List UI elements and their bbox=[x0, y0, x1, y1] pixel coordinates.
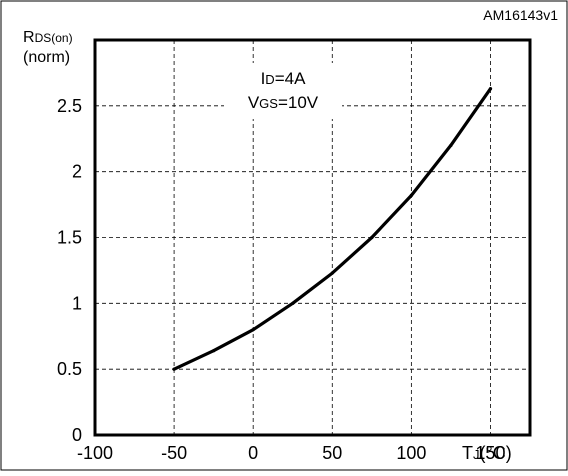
data-point bbox=[449, 143, 453, 147]
x-tick-label: 0 bbox=[248, 443, 258, 463]
y-tick-label: 1.5 bbox=[57, 228, 82, 248]
annotation-current: ID=4A bbox=[261, 69, 307, 88]
y-tick-label: 1 bbox=[72, 293, 82, 313]
data-point bbox=[251, 328, 255, 332]
data-point bbox=[330, 271, 334, 275]
y-tick-label: 2.5 bbox=[57, 96, 82, 116]
series-layer bbox=[172, 87, 493, 371]
x-tick-label: 100 bbox=[396, 443, 426, 463]
y-tick-label: 2 bbox=[72, 162, 82, 182]
x-axis-label: TJ(°C) bbox=[462, 443, 512, 463]
data-point bbox=[488, 87, 493, 91]
y-axis-unit: (norm) bbox=[23, 49, 70, 66]
data-point bbox=[370, 235, 374, 240]
annotation-voltage: VGS=10V bbox=[248, 93, 319, 112]
y-tick-label: 0.5 bbox=[57, 359, 82, 379]
tick-labels: -100 -50 0 50 100 150 0 0.5 1 1.5 2 2.5 bbox=[57, 96, 506, 463]
x-tick-label: -100 bbox=[77, 443, 113, 463]
figure-id: AM16143v1 bbox=[483, 7, 558, 23]
x-tick-label: -50 bbox=[161, 443, 187, 463]
y-tick-label: 0 bbox=[72, 425, 82, 445]
data-point bbox=[409, 193, 413, 197]
x-tick-label: 150 bbox=[475, 443, 505, 463]
data-point bbox=[212, 349, 216, 353]
x-tick-label: 50 bbox=[322, 443, 342, 463]
y-axis-label: RDS(on) bbox=[23, 29, 73, 46]
annotation-background bbox=[224, 63, 342, 119]
plot-frame bbox=[93, 38, 532, 437]
data-point bbox=[291, 301, 295, 305]
data-point bbox=[172, 367, 176, 371]
